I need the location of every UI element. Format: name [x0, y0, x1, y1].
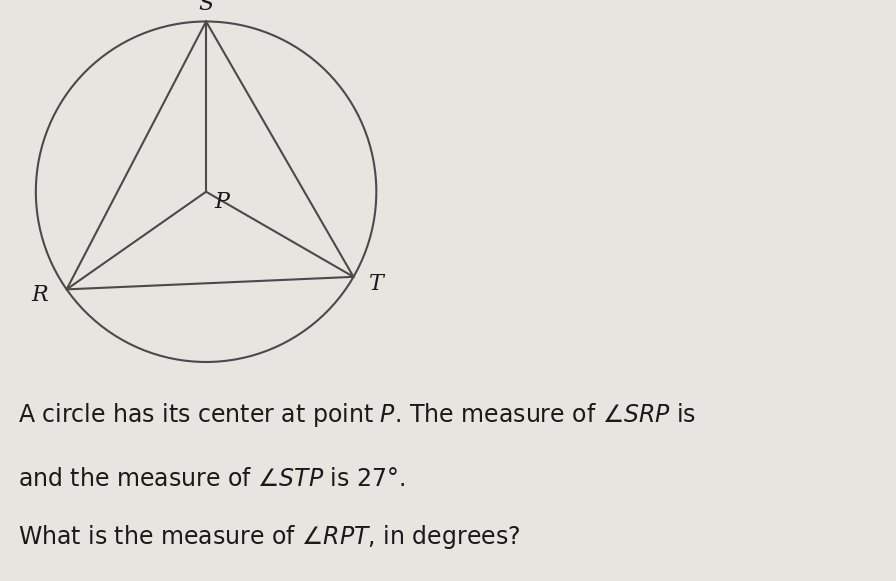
Text: S: S [198, 0, 214, 15]
Text: What is the measure of $\angle RPT$, in degrees?: What is the measure of $\angle RPT$, in … [18, 523, 521, 551]
Text: P: P [215, 191, 229, 213]
Text: A circle has its center at point $P$. The measure of $\angle SRP$ is: A circle has its center at point $P$. Th… [18, 401, 696, 429]
Text: R: R [31, 284, 48, 306]
Text: and the measure of $\angle STP$ is 27°.: and the measure of $\angle STP$ is 27°. [18, 467, 405, 492]
Text: T: T [368, 273, 383, 295]
